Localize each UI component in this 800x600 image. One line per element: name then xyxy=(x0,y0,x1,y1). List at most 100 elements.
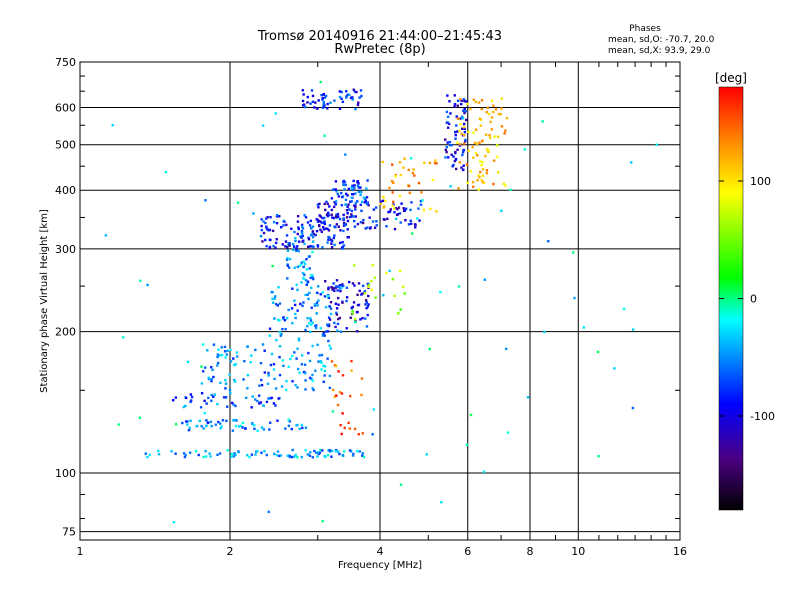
data-point xyxy=(289,357,292,361)
data-point xyxy=(492,159,496,162)
data-point xyxy=(328,318,332,321)
data-point xyxy=(353,284,356,287)
data-point xyxy=(388,269,391,273)
data-point xyxy=(342,221,346,225)
data-point xyxy=(454,130,457,134)
data-point xyxy=(368,227,372,230)
data-point xyxy=(326,453,330,457)
data-point xyxy=(330,449,334,453)
data-point xyxy=(334,200,338,203)
data-point xyxy=(613,367,616,370)
data-point xyxy=(200,392,204,395)
data-point xyxy=(356,200,359,203)
data-point xyxy=(287,418,290,421)
data-point xyxy=(363,201,366,204)
data-point xyxy=(488,133,491,137)
data-point xyxy=(346,212,349,215)
data-point xyxy=(479,124,482,127)
data-point xyxy=(420,191,423,194)
data-point xyxy=(291,243,295,246)
data-point xyxy=(328,205,331,208)
data-point xyxy=(339,423,342,427)
data-point xyxy=(202,427,205,430)
data-point xyxy=(228,373,231,376)
data-point xyxy=(324,208,327,212)
data-point xyxy=(354,215,357,218)
data-point xyxy=(304,279,308,282)
data-point xyxy=(290,455,294,459)
data-point xyxy=(454,150,457,154)
data-point xyxy=(348,427,351,430)
data-point xyxy=(293,299,296,302)
data-point xyxy=(234,404,237,408)
data-point xyxy=(356,103,360,107)
data-point xyxy=(183,455,187,459)
data-point xyxy=(302,277,305,280)
data-point xyxy=(285,234,289,237)
data-point xyxy=(464,140,467,143)
data-point xyxy=(264,238,267,242)
data-point xyxy=(303,214,306,217)
data-point xyxy=(293,351,296,354)
data-point xyxy=(360,209,363,213)
data-point xyxy=(300,455,304,459)
data-point xyxy=(265,244,268,248)
data-point xyxy=(318,354,321,357)
data-point xyxy=(243,359,246,363)
data-point xyxy=(322,92,326,96)
data-point xyxy=(343,180,347,184)
data-point xyxy=(139,279,142,282)
x-axis-label: Frequency [MHz] xyxy=(338,560,422,571)
data-point xyxy=(419,199,423,203)
data-point xyxy=(302,93,305,96)
data-point xyxy=(467,149,470,152)
data-point xyxy=(323,295,327,298)
data-point xyxy=(146,283,149,287)
data-point xyxy=(295,247,298,250)
data-point xyxy=(275,214,279,217)
data-point xyxy=(284,240,288,243)
data-point xyxy=(388,186,391,190)
y-tick-label: 750 xyxy=(55,56,76,69)
data-point xyxy=(339,229,342,232)
data-point xyxy=(325,200,328,204)
data-point xyxy=(311,94,315,98)
data-point xyxy=(304,293,307,297)
data-point xyxy=(446,121,449,124)
data-point xyxy=(288,257,292,261)
data-point xyxy=(301,426,304,430)
data-point xyxy=(360,200,364,204)
data-point xyxy=(322,380,325,384)
data-point xyxy=(324,227,328,230)
data-point xyxy=(217,348,220,351)
data-point xyxy=(480,178,483,182)
data-point xyxy=(358,289,361,293)
data-point xyxy=(309,219,313,223)
data-point xyxy=(455,115,458,118)
data-point xyxy=(334,203,337,206)
data-point xyxy=(457,187,460,190)
data-point xyxy=(464,138,467,142)
data-point xyxy=(506,431,510,434)
data-point xyxy=(363,289,367,293)
data-point xyxy=(266,215,269,219)
data-point xyxy=(326,323,329,327)
data-point xyxy=(246,345,249,348)
data-point xyxy=(304,426,308,429)
data-point xyxy=(446,94,449,97)
data-point xyxy=(393,294,396,298)
data-point xyxy=(449,112,452,115)
data-point xyxy=(324,306,328,309)
data-point xyxy=(321,96,324,100)
data-point xyxy=(365,325,369,328)
data-point xyxy=(291,354,294,358)
data-point xyxy=(351,96,354,99)
data-point xyxy=(226,449,229,452)
data-point xyxy=(413,223,417,226)
data-point xyxy=(456,148,459,152)
data-point xyxy=(411,232,414,235)
data-point xyxy=(351,98,354,101)
data-point xyxy=(310,306,313,309)
data-point xyxy=(189,419,192,423)
data-point xyxy=(260,451,263,454)
